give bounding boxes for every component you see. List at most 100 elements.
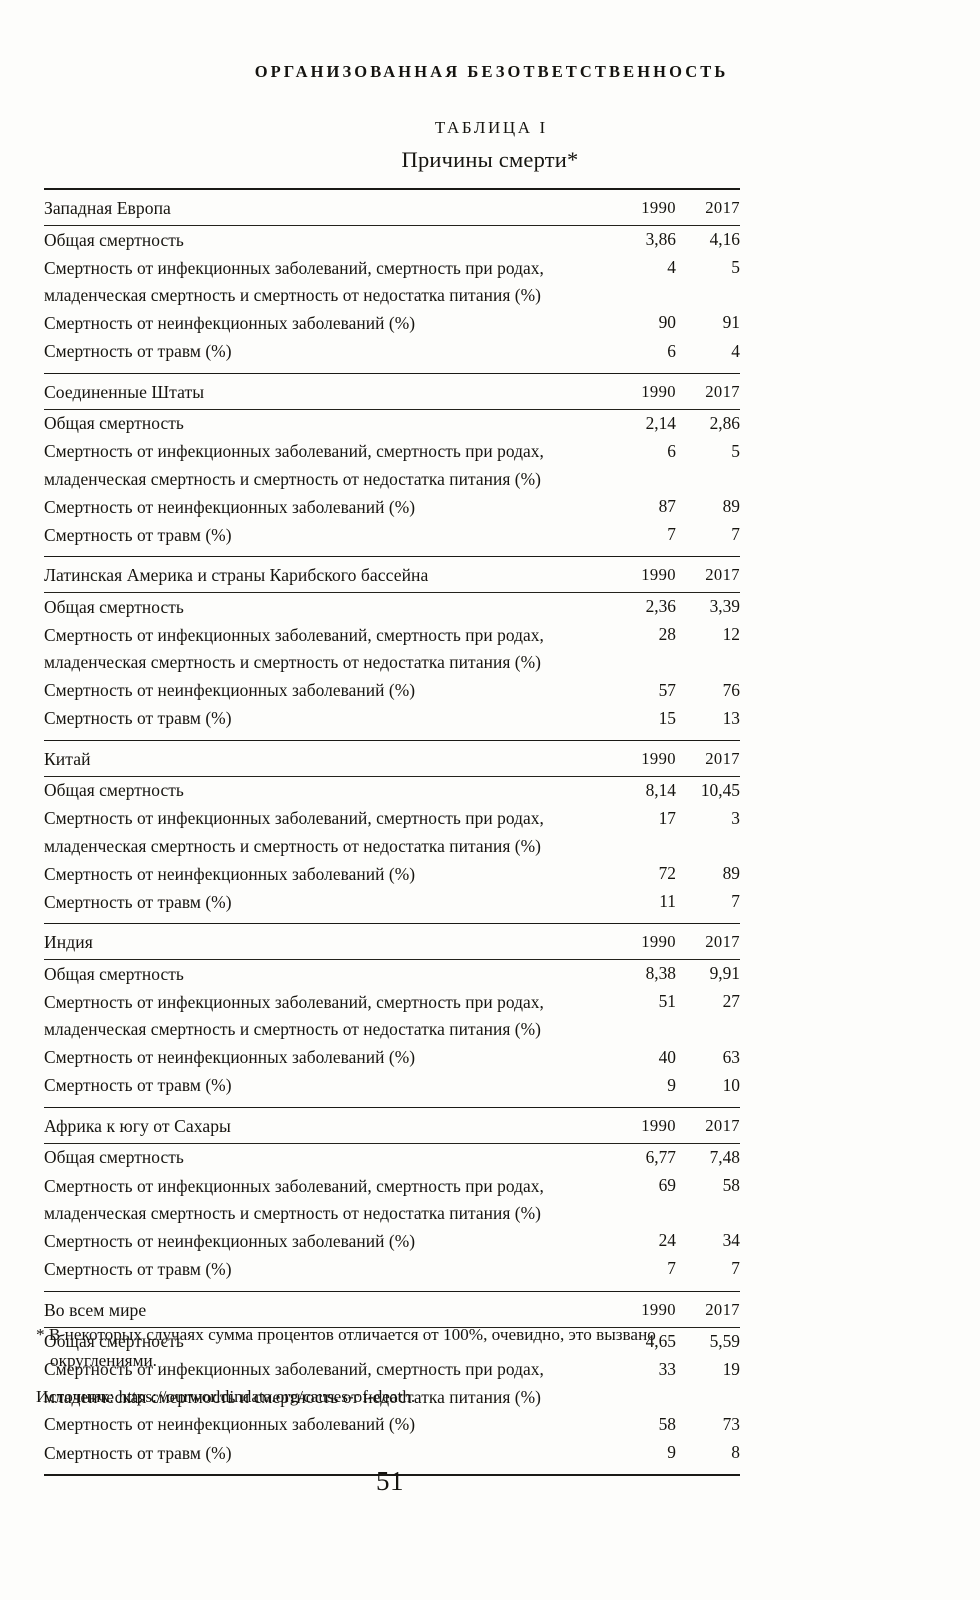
row-label-noncommunicable: Смертность от неинфекционных заболеваний… <box>44 312 416 333</box>
table-row: Смертность от неинфекционных заболеваний… <box>44 309 740 337</box>
cell-injuries-1990: 11 <box>659 891 676 912</box>
column-header-2017: 2017 <box>676 557 740 594</box>
cell-noncommunicable-2017: 91 <box>722 312 740 333</box>
column-header-1990: 1990 <box>606 373 676 410</box>
region-name: Латинская Америка и страны Карибского ба… <box>44 557 606 594</box>
row-label-injuries: Смертность от травм (%) <box>44 1258 232 1279</box>
cell-injuries-2017: 7 <box>731 524 740 545</box>
causes-of-death-table: Западная Европа 1990 2017 Общая смертнос… <box>44 188 740 1478</box>
column-header-2017: 2017 <box>676 373 740 410</box>
row-label-injuries: Смертность от травм (%) <box>44 1075 232 1096</box>
cell-injuries-2017: 13 <box>722 707 740 728</box>
row-label-total: Общая смертность <box>44 963 184 984</box>
table-row: Смертность от инфекционных заболеваний, … <box>44 1356 740 1411</box>
cell-communicable-1990: 51 <box>658 991 676 1012</box>
table-row: Смертность от неинфекционных заболеваний… <box>44 1411 740 1439</box>
cell-total-1990: 6,77 <box>645 1146 676 1167</box>
table-container: Западная Европа 1990 2017 Общая смертнос… <box>44 188 740 1478</box>
cell-communicable-2017: 12 <box>722 624 740 645</box>
column-header-1990: 1990 <box>606 1107 676 1144</box>
column-header-2017: 2017 <box>676 740 740 777</box>
row-label-noncommunicable: Смертность от неинфекционных заболеваний… <box>44 1230 416 1251</box>
row-spacer <box>44 916 740 924</box>
row-label-injuries: Смертность от травм (%) <box>44 1442 232 1463</box>
table-row: Смертность от инфекционных заболеваний, … <box>44 438 740 493</box>
cell-noncommunicable-2017: 63 <box>722 1046 740 1067</box>
cell-injuries-2017: 7 <box>731 891 740 912</box>
row-label-communicable: Смертность от инфекционных заболеваний, … <box>44 624 544 673</box>
cell-noncommunicable-1990: 58 <box>658 1413 676 1434</box>
row-spacer <box>44 549 740 557</box>
cell-total-2017: 7,48 <box>709 1146 740 1167</box>
cell-injuries-1990: 6 <box>667 340 676 361</box>
table-row: Смертность от неинфекционных заболеваний… <box>44 493 740 521</box>
cell-communicable-2017: 5 <box>731 257 740 278</box>
column-header-1990: 1990 <box>606 740 676 777</box>
cell-total-2017: 4,16 <box>709 229 740 249</box>
cell-total-2017: 2,86 <box>709 412 740 433</box>
cell-noncommunicable-2017: 73 <box>722 1413 740 1434</box>
table-row: Общая смертность 3,86 4,16 <box>44 226 740 255</box>
cell-noncommunicable-1990: 87 <box>658 496 676 516</box>
column-header-2017: 2017 <box>676 190 740 226</box>
footnote-asterisk: * В некоторых случаях сумма процентов от… <box>36 1325 656 1370</box>
row-label-injuries: Смертность от травм (%) <box>44 891 232 912</box>
page-number: 51 <box>376 1466 404 1496</box>
cell-total-2017: 5,59 <box>709 1330 740 1351</box>
cell-noncommunicable-2017: 89 <box>722 496 740 516</box>
cell-total-1990: 3,86 <box>645 229 676 249</box>
row-label-communicable: Смертность от инфекционных заболеваний, … <box>44 1175 544 1223</box>
cell-noncommunicable-2017: 89 <box>722 863 740 884</box>
page-title: Причины смерти* <box>401 147 579 172</box>
cell-injuries-1990: 15 <box>658 707 676 728</box>
cell-communicable-2017: 27 <box>722 991 740 1012</box>
row-label-injuries: Смертность от травм (%) <box>44 524 232 545</box>
table-row: Западная Европа 1990 2017 <box>44 190 740 226</box>
cell-noncommunicable-1990: 40 <box>658 1046 676 1067</box>
column-header-2017: 2017 <box>676 924 740 961</box>
cell-total-2017: 3,39 <box>709 596 740 617</box>
table-row: Смертность от травм (%) 11 7 <box>44 888 740 916</box>
table-row: Смертность от неинфекционных заболеваний… <box>44 1227 740 1255</box>
table-row: Соединенные Штаты 1990 2017 <box>44 373 740 410</box>
row-label-total: Общая смертность <box>44 1331 184 1352</box>
column-header-1990: 1990 <box>606 1291 676 1328</box>
table-row: Китай 1990 2017 <box>44 740 740 777</box>
cell-injuries-1990: 7 <box>667 524 676 545</box>
cell-communicable-1990: 17 <box>658 807 676 828</box>
cell-total-1990: 8,14 <box>645 779 676 800</box>
region-name: Индия <box>44 924 606 961</box>
row-label-total: Общая смертность <box>44 413 184 434</box>
cell-injuries-1990: 7 <box>667 1258 676 1279</box>
table-row: Смертность от инфекционных заболеваний, … <box>44 254 740 309</box>
cell-injuries-2017: 8 <box>731 1442 740 1463</box>
cell-total-1990: 4,65 <box>645 1330 676 1351</box>
table-row: Смертность от неинфекционных заболеваний… <box>44 1044 740 1072</box>
cell-communicable-1990: 4 <box>667 257 676 278</box>
table-row: Смертность от травм (%) 9 8 <box>44 1439 740 1467</box>
table-row: Смертность от инфекционных заболеваний, … <box>44 988 740 1043</box>
cell-communicable-1990: 33 <box>658 1358 676 1379</box>
table-row: Смертность от травм (%) 7 7 <box>44 521 740 549</box>
cell-injuries-2017: 10 <box>722 1074 740 1095</box>
cell-injuries-2017: 7 <box>731 1258 740 1279</box>
cell-communicable-1990: 69 <box>658 1175 676 1196</box>
table-row: Смертность от травм (%) 7 7 <box>44 1255 740 1283</box>
cell-noncommunicable-1990: 90 <box>658 312 676 333</box>
table-body: Западная Европа 1990 2017 Общая смертнос… <box>44 188 740 1478</box>
table-row: Смертность от неинфекционных заболеваний… <box>44 677 740 705</box>
cell-noncommunicable-1990: 24 <box>658 1230 676 1251</box>
cell-injuries-1990: 9 <box>667 1442 676 1463</box>
column-header-2017: 2017 <box>676 1291 740 1328</box>
cell-communicable-1990: 6 <box>667 440 676 461</box>
table-row: Смертность от инфекционных заболеваний, … <box>44 805 740 860</box>
column-header-1990: 1990 <box>606 190 676 226</box>
cell-injuries-1990: 9 <box>667 1074 676 1095</box>
table-caption: ТАБЛИЦА I Причины смерти* <box>0 118 980 173</box>
row-label-noncommunicable: Смертность от неинфекционных заболеваний… <box>44 680 416 701</box>
cell-communicable-2017: 19 <box>722 1358 740 1379</box>
section-rule <box>44 1107 740 1108</box>
cell-total-1990: 2,14 <box>645 412 676 433</box>
cell-communicable-1990: 28 <box>658 624 676 645</box>
section-rule <box>44 1290 740 1292</box>
